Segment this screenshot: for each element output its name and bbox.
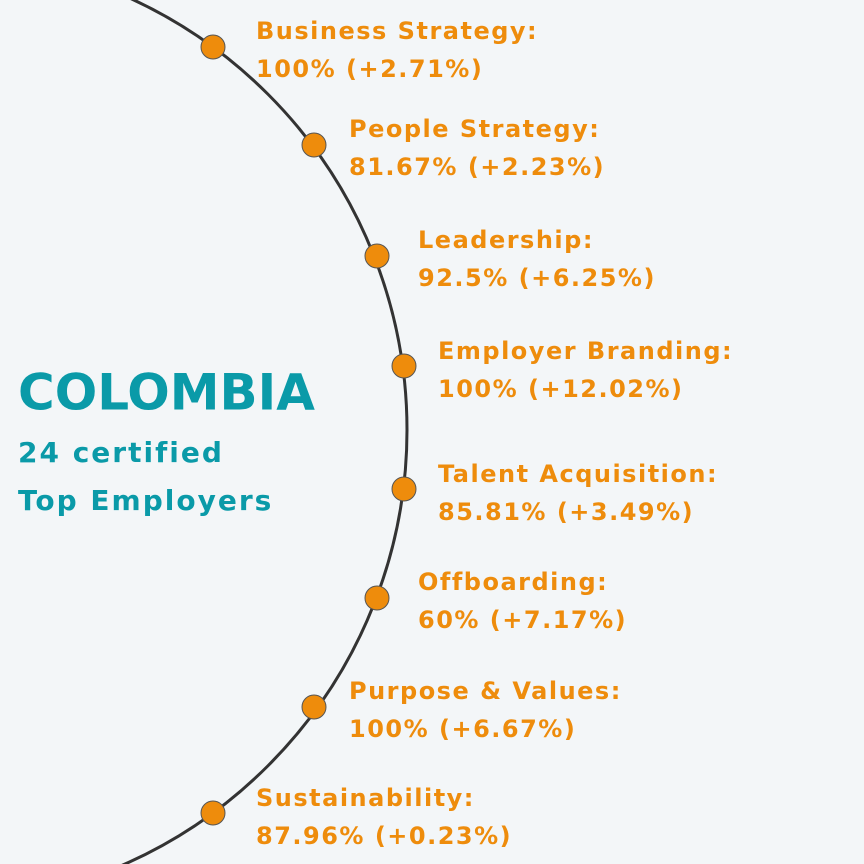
timeline-dot — [391, 353, 417, 379]
item-value: 100% (+12.02%) — [438, 375, 684, 403]
subtitle: Top Employers — [18, 484, 273, 517]
item-label: Purpose & Values: — [349, 677, 622, 705]
item-value: 81.67% (+2.23%) — [349, 153, 605, 181]
item-label: Employer Branding: — [438, 337, 733, 365]
item-label: People Strategy: — [349, 115, 600, 143]
arc — [121, 0, 409, 864]
item-value: 100% (+6.67%) — [349, 715, 576, 743]
subtitle: 24 certified — [18, 436, 224, 469]
timeline-dot — [200, 34, 226, 60]
item-label: Sustainability: — [256, 784, 475, 812]
timeline-dot — [364, 585, 390, 611]
item-value: 92.5% (+6.25%) — [418, 264, 656, 292]
item-value: 100% (+2.71%) — [256, 55, 483, 83]
item-label: Leadership: — [418, 226, 594, 254]
item-value: 87.96% (+0.23%) — [256, 822, 512, 850]
title: COLOMBIA — [18, 364, 315, 422]
timeline-dot — [200, 800, 226, 826]
timeline-dot — [364, 243, 390, 269]
timeline-dot — [301, 694, 327, 720]
item-value: 60% (+7.17%) — [418, 606, 627, 634]
timeline-dot — [301, 132, 327, 158]
item-label: Talent Acquisition: — [438, 460, 718, 488]
item-label: Business Strategy: — [256, 17, 538, 45]
timeline-dot — [391, 476, 417, 502]
item-value: 85.81% (+3.49%) — [438, 498, 694, 526]
item-label: Offboarding: — [418, 568, 608, 596]
